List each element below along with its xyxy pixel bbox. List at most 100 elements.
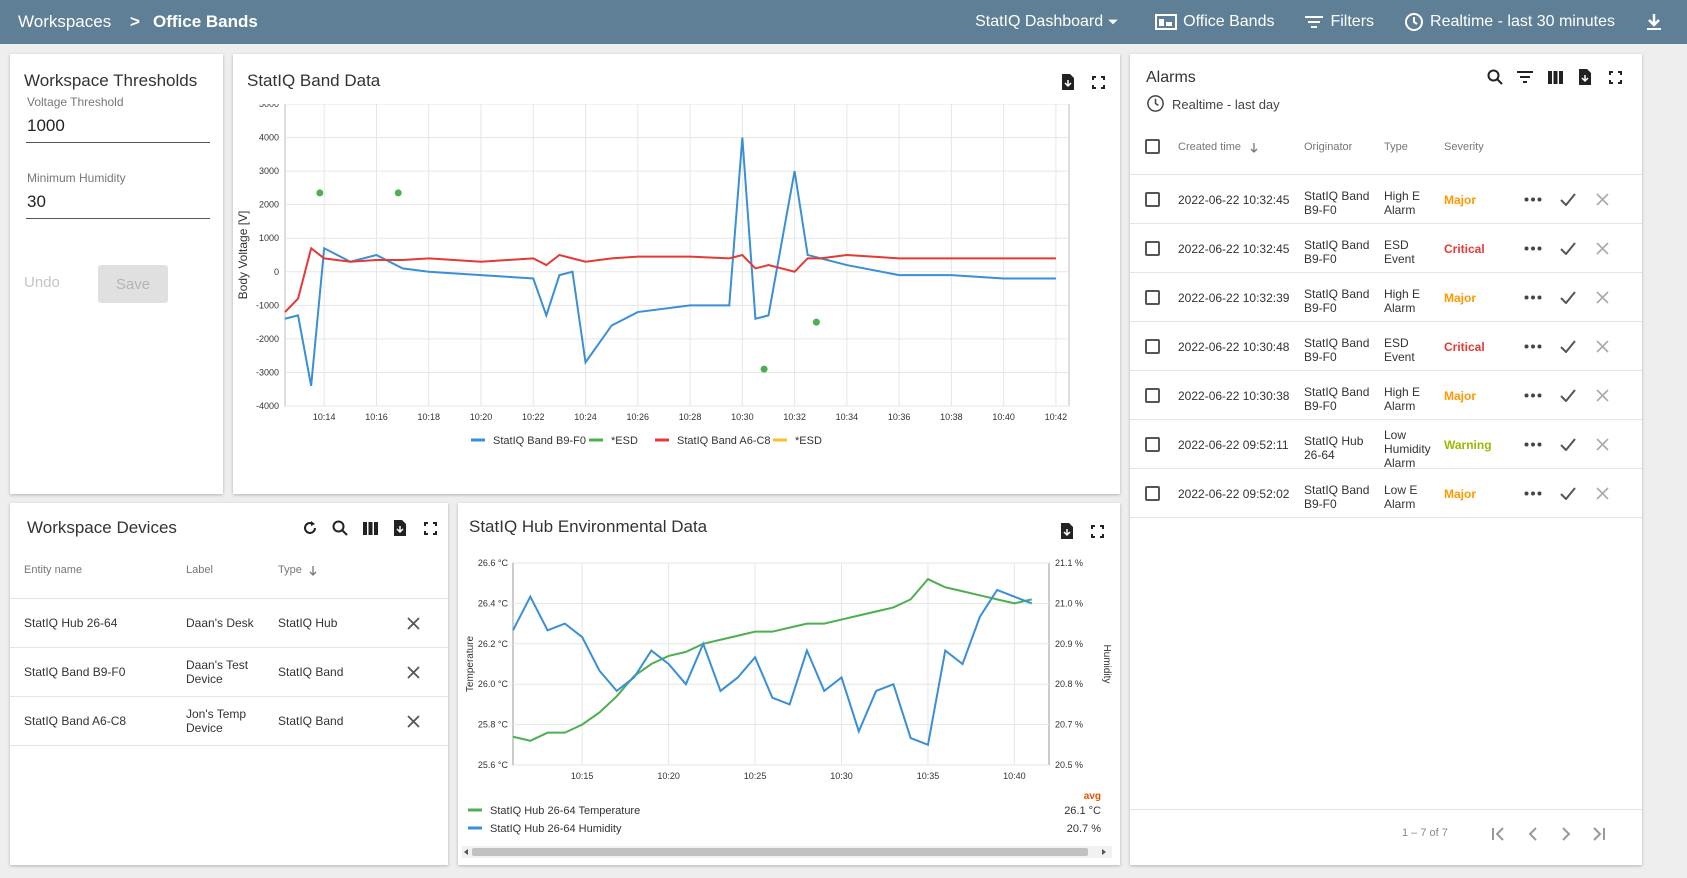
devices-actions <box>295 516 445 540</box>
refresh-icon[interactable] <box>295 516 325 540</box>
export-icon[interactable] <box>1052 519 1082 543</box>
columns-icon[interactable] <box>355 516 385 540</box>
undo-button[interactable]: Undo <box>24 274 60 291</box>
y-tick-label: 26.0 °C <box>478 679 509 689</box>
row-checkbox[interactable] <box>1145 241 1160 256</box>
table-row[interactable]: StatIQ Hub 26-64 Daan's Desk StatIQ Hub <box>10 599 448 648</box>
save-button[interactable]: Save <box>98 265 168 303</box>
export-icon[interactable] <box>1570 65 1600 89</box>
fullscreen-icon[interactable] <box>415 516 445 540</box>
close-icon[interactable] <box>407 617 420 630</box>
last-page-icon[interactable] <box>1593 827 1605 841</box>
clear-close-icon[interactable] <box>1596 340 1609 353</box>
x-tick-label: 10:14 <box>313 412 336 422</box>
clear-close-icon[interactable] <box>1596 389 1609 402</box>
y-tick-label: 5000 <box>259 104 279 109</box>
filter-icon[interactable] <box>1510 65 1540 89</box>
search-icon[interactable] <box>1480 65 1510 89</box>
row-checkbox[interactable] <box>1145 388 1160 403</box>
row-checkbox[interactable] <box>1145 290 1160 305</box>
columns-icon[interactable] <box>1540 65 1570 89</box>
clear-close-icon[interactable] <box>1596 242 1609 255</box>
row-checkbox[interactable] <box>1145 339 1160 354</box>
clear-close-icon[interactable] <box>1596 487 1609 500</box>
voltage-threshold-input[interactable]: 1000 <box>27 116 65 135</box>
originator-cell: StatIQ Band B9-F0 <box>1304 483 1370 511</box>
timewindow-button[interactable]: Realtime - last 30 minutes <box>1404 12 1615 32</box>
alarm-row[interactable]: 2022-06-22 09:52:02 StatIQ Band B9-F0 Lo… <box>1130 469 1642 518</box>
first-page-icon[interactable] <box>1492 827 1504 841</box>
col-severity[interactable]: Severity <box>1444 141 1484 153</box>
scroll-left-icon[interactable] <box>464 849 468 855</box>
originator-cell: StatIQ Band B9-F0 <box>1304 287 1370 315</box>
more-icon[interactable] <box>1524 491 1542 496</box>
acknowledge-check-icon[interactable] <box>1560 291 1576 304</box>
x-tick-label: 10:25 <box>744 771 767 781</box>
alarm-row[interactable]: 2022-06-22 10:30:48 StatIQ Band B9-F0 ES… <box>1130 322 1642 371</box>
devices-title: Workspace Devices <box>27 518 177 537</box>
acknowledge-check-icon[interactable] <box>1560 438 1576 451</box>
export-icon[interactable] <box>1053 70 1083 94</box>
acknowledge-check-icon[interactable] <box>1560 242 1576 255</box>
col-label[interactable]: Label <box>186 564 213 576</box>
acknowledge-check-icon[interactable] <box>1560 487 1576 500</box>
close-icon[interactable] <box>407 666 420 679</box>
row-checkbox[interactable] <box>1145 486 1160 501</box>
top-toolbar: Workspaces > Office Bands StatIQ Dashboa… <box>0 0 1687 44</box>
more-icon[interactable] <box>1524 197 1542 202</box>
more-icon[interactable] <box>1524 442 1542 447</box>
more-icon[interactable] <box>1524 246 1542 251</box>
breadcrumb-root[interactable]: Workspaces <box>18 12 112 31</box>
col-type[interactable]: Type <box>278 564 302 576</box>
acknowledge-check-icon[interactable] <box>1560 193 1576 206</box>
fullscreen-icon[interactable] <box>1600 65 1630 89</box>
alarm-row[interactable]: 2022-06-22 10:30:38 StatIQ Band B9-F0 Hi… <box>1130 371 1642 420</box>
clear-close-icon[interactable] <box>1596 438 1609 451</box>
acknowledge-check-icon[interactable] <box>1560 389 1576 402</box>
alarm-row[interactable]: 2022-06-22 10:32:39 StatIQ Band B9-F0 Hi… <box>1130 273 1642 322</box>
legend-scrollbar-thumb[interactable] <box>472 848 1088 856</box>
dashboard-state-select[interactable]: StatIQ Dashboard <box>975 13 1125 31</box>
table-row[interactable]: StatIQ Band B9-F0 Daan's Test Device Sta… <box>10 648 448 697</box>
export-button[interactable] <box>1645 12 1669 32</box>
alarms-timewindow[interactable]: Realtime - last day <box>1172 97 1280 112</box>
fullscreen-icon[interactable] <box>1082 519 1112 543</box>
filters-button[interactable]: Filters <box>1304 13 1374 31</box>
more-icon[interactable] <box>1524 295 1542 300</box>
breadcrumb-current: Office Bands <box>153 12 258 31</box>
x-tick-label: 10:20 <box>470 412 493 422</box>
scroll-right-icon[interactable] <box>1102 849 1106 855</box>
alarm-row[interactable]: 2022-06-22 10:32:45 StatIQ Band B9-F0 Hi… <box>1130 175 1642 224</box>
acknowledge-check-icon[interactable] <box>1560 340 1576 353</box>
search-icon[interactable] <box>325 516 355 540</box>
export-icon[interactable] <box>385 516 415 540</box>
more-icon[interactable] <box>1524 393 1542 398</box>
alarm-row[interactable]: 2022-06-22 10:32:45 StatIQ Band B9-F0 ES… <box>1130 224 1642 273</box>
col-entity-name[interactable]: Entity name <box>24 564 83 576</box>
clear-close-icon[interactable] <box>1596 291 1609 304</box>
col-created-time[interactable]: Created time <box>1178 141 1241 153</box>
more-icon[interactable] <box>1524 344 1542 349</box>
col-type[interactable]: Type <box>1384 141 1408 153</box>
row-checkbox[interactable] <box>1145 192 1160 207</box>
legend-avg-header: avg <box>1084 791 1101 802</box>
row-divider <box>1130 419 1642 420</box>
close-icon[interactable] <box>407 715 420 728</box>
alarms-card: Alarms Realtime - last day Created time … <box>1130 54 1642 865</box>
minimum-humidity-input[interactable]: 30 <box>27 192 46 211</box>
caret-down-icon <box>1108 19 1118 25</box>
fullscreen-icon[interactable] <box>1083 70 1113 94</box>
previous-page-icon[interactable] <box>1528 827 1537 841</box>
next-page-icon[interactable] <box>1562 827 1571 841</box>
clear-close-icon[interactable] <box>1596 193 1609 206</box>
col-originator[interactable]: Originator <box>1304 141 1353 153</box>
select-all-checkbox[interactable] <box>1145 139 1160 154</box>
legend-entry[interactable]: StatIQ Hub 26-64 Temperature <box>490 805 640 817</box>
alarm-row[interactable]: 2022-06-22 09:52:11 StatIQ Hub 26-64 Low… <box>1130 420 1642 470</box>
table-row[interactable]: StatIQ Band A6-C8 Jon's Temp Device Stat… <box>10 697 448 746</box>
legend-entry[interactable]: StatIQ Hub 26-64 Humidity <box>490 823 622 835</box>
y-tick-label: 1000 <box>259 233 279 243</box>
row-checkbox[interactable] <box>1145 437 1160 452</box>
voltage-threshold-label: Voltage Threshold <box>27 95 124 109</box>
state-button[interactable]: Office Bands <box>1155 13 1274 31</box>
